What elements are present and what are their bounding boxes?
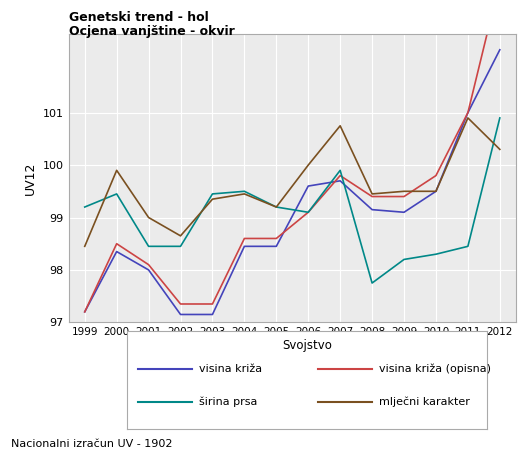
- Text: Genetski trend - hol: Genetski trend - hol: [69, 11, 208, 25]
- Text: Svojstvo: Svojstvo: [282, 339, 332, 352]
- Text: širina prsa: širina prsa: [199, 396, 257, 407]
- Text: Nacionalni izračun UV - 1902: Nacionalni izračun UV - 1902: [11, 439, 172, 449]
- Y-axis label: UV12: UV12: [24, 162, 38, 195]
- Text: visina križa (opisna): visina križa (opisna): [379, 363, 491, 374]
- Text: mlječni karakter: mlječni karakter: [379, 396, 470, 407]
- X-axis label: Godina rođenja: Godina rođenja: [244, 343, 340, 356]
- Text: visina križa: visina križa: [199, 364, 262, 374]
- Text: Ocjena vanjštine - okvir: Ocjena vanjštine - okvir: [69, 25, 234, 38]
